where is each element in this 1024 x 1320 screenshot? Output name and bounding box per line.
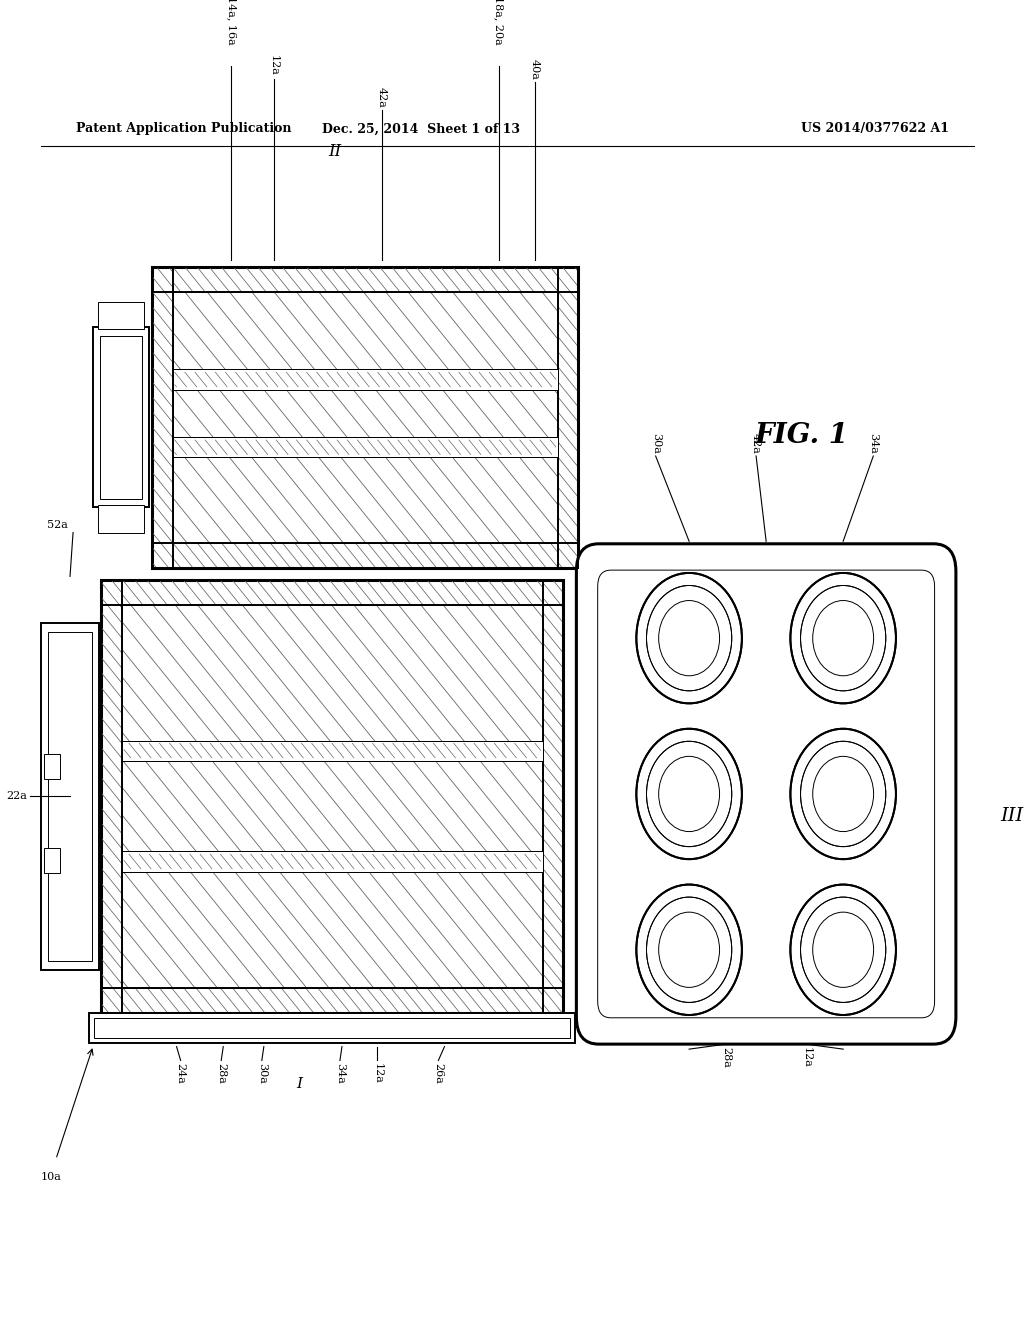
Text: Dec. 25, 2014  Sheet 1 of 13: Dec. 25, 2014 Sheet 1 of 13 [323,123,520,136]
Bar [48,632,92,961]
Bar [558,267,579,568]
Circle shape [646,742,732,846]
Text: 42a: 42a [751,433,761,454]
Text: II: II [329,143,341,160]
Bar [94,1018,570,1038]
Text: 52a: 52a [47,520,68,531]
Text: 28a: 28a [216,1063,226,1084]
Circle shape [801,898,886,1002]
Bar [122,851,543,871]
Text: 12a: 12a [802,1047,811,1068]
Text: 24a: 24a [176,1063,185,1084]
Bar [44,754,59,779]
Text: 14a, 16a: 14a, 16a [226,0,237,45]
Text: 12a: 12a [269,55,279,77]
Text: 26a: 26a [433,1063,443,1084]
Bar [122,606,543,987]
Bar [153,267,579,292]
FancyBboxPatch shape [598,570,935,1018]
Text: 10a: 10a [40,1172,61,1181]
Bar [100,335,142,499]
Circle shape [791,573,896,704]
Text: 42a: 42a [377,87,386,107]
Circle shape [791,884,896,1015]
Bar [41,623,99,969]
Text: US 2014/0377622 A1: US 2014/0377622 A1 [801,123,949,136]
Bar [122,741,543,760]
Bar [543,581,563,1012]
Text: 22a: 22a [6,792,28,801]
Bar [98,506,144,532]
Text: Patent Application Publication: Patent Application Publication [76,123,292,136]
Circle shape [801,742,886,846]
Bar [172,370,558,389]
Text: I: I [296,1077,302,1090]
Text: 34a: 34a [335,1063,345,1084]
Text: 12a: 12a [373,1063,383,1084]
Bar [101,581,563,606]
Bar [89,1012,575,1043]
Bar [101,581,122,1012]
Bar [101,581,563,1012]
Circle shape [636,573,741,704]
Bar [93,327,150,507]
Text: 34a: 34a [868,433,879,454]
Circle shape [636,884,741,1015]
Text: 30a: 30a [257,1063,267,1084]
Bar [44,847,59,873]
Bar [153,267,579,568]
Bar [153,267,172,568]
Text: 40a: 40a [529,59,540,79]
Circle shape [801,586,886,690]
Circle shape [646,898,732,1002]
Bar [98,302,144,330]
Bar [101,987,563,1012]
FancyBboxPatch shape [577,544,955,1044]
Bar [153,543,579,568]
Text: FIG. 1: FIG. 1 [755,422,849,449]
Circle shape [636,729,741,859]
Text: 28a: 28a [721,1047,731,1068]
Bar [172,437,558,457]
Text: 18a, 20a: 18a, 20a [495,0,504,45]
Text: 30a: 30a [650,433,660,454]
Circle shape [646,586,732,690]
Text: III: III [1000,808,1023,825]
Bar [172,292,558,543]
Circle shape [791,729,896,859]
